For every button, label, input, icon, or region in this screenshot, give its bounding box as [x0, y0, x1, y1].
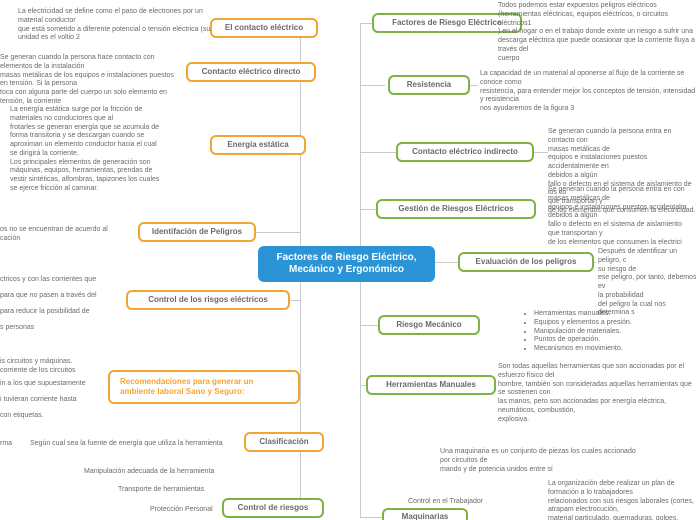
- node-energia-estatica[interactable]: Energía estática: [210, 135, 306, 155]
- node-resistencia[interactable]: Resistencia: [388, 75, 470, 95]
- node-contacto-directo[interactable]: Contacto eléctrico directo: [186, 62, 316, 82]
- node-herramientas-manuales[interactable]: Herramientas Manuales: [366, 375, 496, 395]
- node-evaluacion-peligros[interactable]: Evaluación de los peligros: [458, 252, 594, 272]
- node-control-riesgos-electricos[interactable]: Control de los risgos eléctricos: [126, 290, 290, 310]
- text-gestion: Se generan cuando la persona entra en co…: [548, 186, 696, 247]
- text-clasificacion: Según cual sea la fuente de energía que …: [30, 440, 240, 449]
- text-identificacion: os no se encuentran de acuerdo al cación: [0, 226, 130, 244]
- list-item: Equipos y elementos a presión.: [534, 319, 694, 328]
- node-identificacion[interactable]: Identifación de Peligros: [138, 222, 256, 242]
- list-item: Manipulación de materiales.: [534, 328, 694, 337]
- text-factores-riesgo: Todos podemos estar expuestos peligros e…: [498, 2, 696, 63]
- text-control-b: para que no pasen a través del: [0, 292, 120, 301]
- node-control-riesgos[interactable]: Control de riesgos: [222, 498, 324, 518]
- text-rec-a: is circuitos y máquinas. corriente de lo…: [0, 358, 100, 376]
- text-evaluacion: Después de identificar un peligro, c su …: [598, 248, 696, 318]
- text-control-d: s personas: [0, 324, 120, 333]
- text-rec-d: con etiquetas.: [0, 412, 100, 421]
- text-maquinarias-a: Una maquinaria es un conjunto de piezas …: [440, 448, 640, 474]
- node-contacto-indirecto[interactable]: Contacto eléctrico indirecto: [396, 142, 534, 162]
- text-riesgo-mecanico-list: Herramientas manuales. Equipos y element…: [524, 310, 694, 354]
- text-electricidad-def: La electricidad se define como el paso d…: [18, 8, 213, 43]
- text-clasif-a: rma: [0, 440, 20, 449]
- text-cr-a: Manipulación adecuada de la herramienta: [84, 468, 224, 477]
- text-cr-b: Transporte de herramientas: [118, 486, 238, 495]
- list-item: Mecanismos en movimiento.: [534, 345, 694, 354]
- text-cr-c: Protección Personal: [150, 506, 230, 515]
- node-maquinarias[interactable]: Maquinarias: [382, 508, 468, 520]
- node-recomendaciones[interactable]: Recomendaciones para generar un ambiente…: [108, 370, 300, 404]
- node-contacto-electrico[interactable]: El contacto eléctrico: [210, 18, 318, 38]
- list-item: Puntos de operación.: [534, 336, 694, 345]
- text-control-a: ctricos y con las corrientes que: [0, 276, 120, 285]
- center-node: Factores de Riesgo Eléctrico, Mecánico y…: [258, 246, 435, 282]
- text-control-c: para reducir la posibilidad de: [0, 308, 120, 317]
- node-gestion-riesgos[interactable]: Gestión de Riesgos Eléctricos: [376, 199, 536, 219]
- text-energia-estatica: La energía estática surge por la fricció…: [10, 106, 165, 194]
- node-clasificacion[interactable]: Clasificación: [244, 432, 324, 452]
- text-maquinarias-b: Control en el Trabajador: [408, 498, 508, 507]
- text-maquinarias-c: La organización debe realizar un plan de…: [548, 480, 696, 520]
- text-rec-b: in a los que supuestamente: [0, 380, 100, 389]
- text-contacto-directo: Se generan cuando la persona hace contac…: [0, 54, 174, 107]
- node-riesgo-mecanico[interactable]: Riesgo Mecánico: [378, 315, 480, 335]
- text-resistencia: La capacidad de un material al oponerse …: [480, 70, 696, 114]
- text-herramientas: Son todas aquellas herramientas que son …: [498, 363, 696, 424]
- text-rec-c: i tuvieran corriente hasta: [0, 396, 100, 405]
- list-item: Herramientas manuales.: [534, 310, 694, 319]
